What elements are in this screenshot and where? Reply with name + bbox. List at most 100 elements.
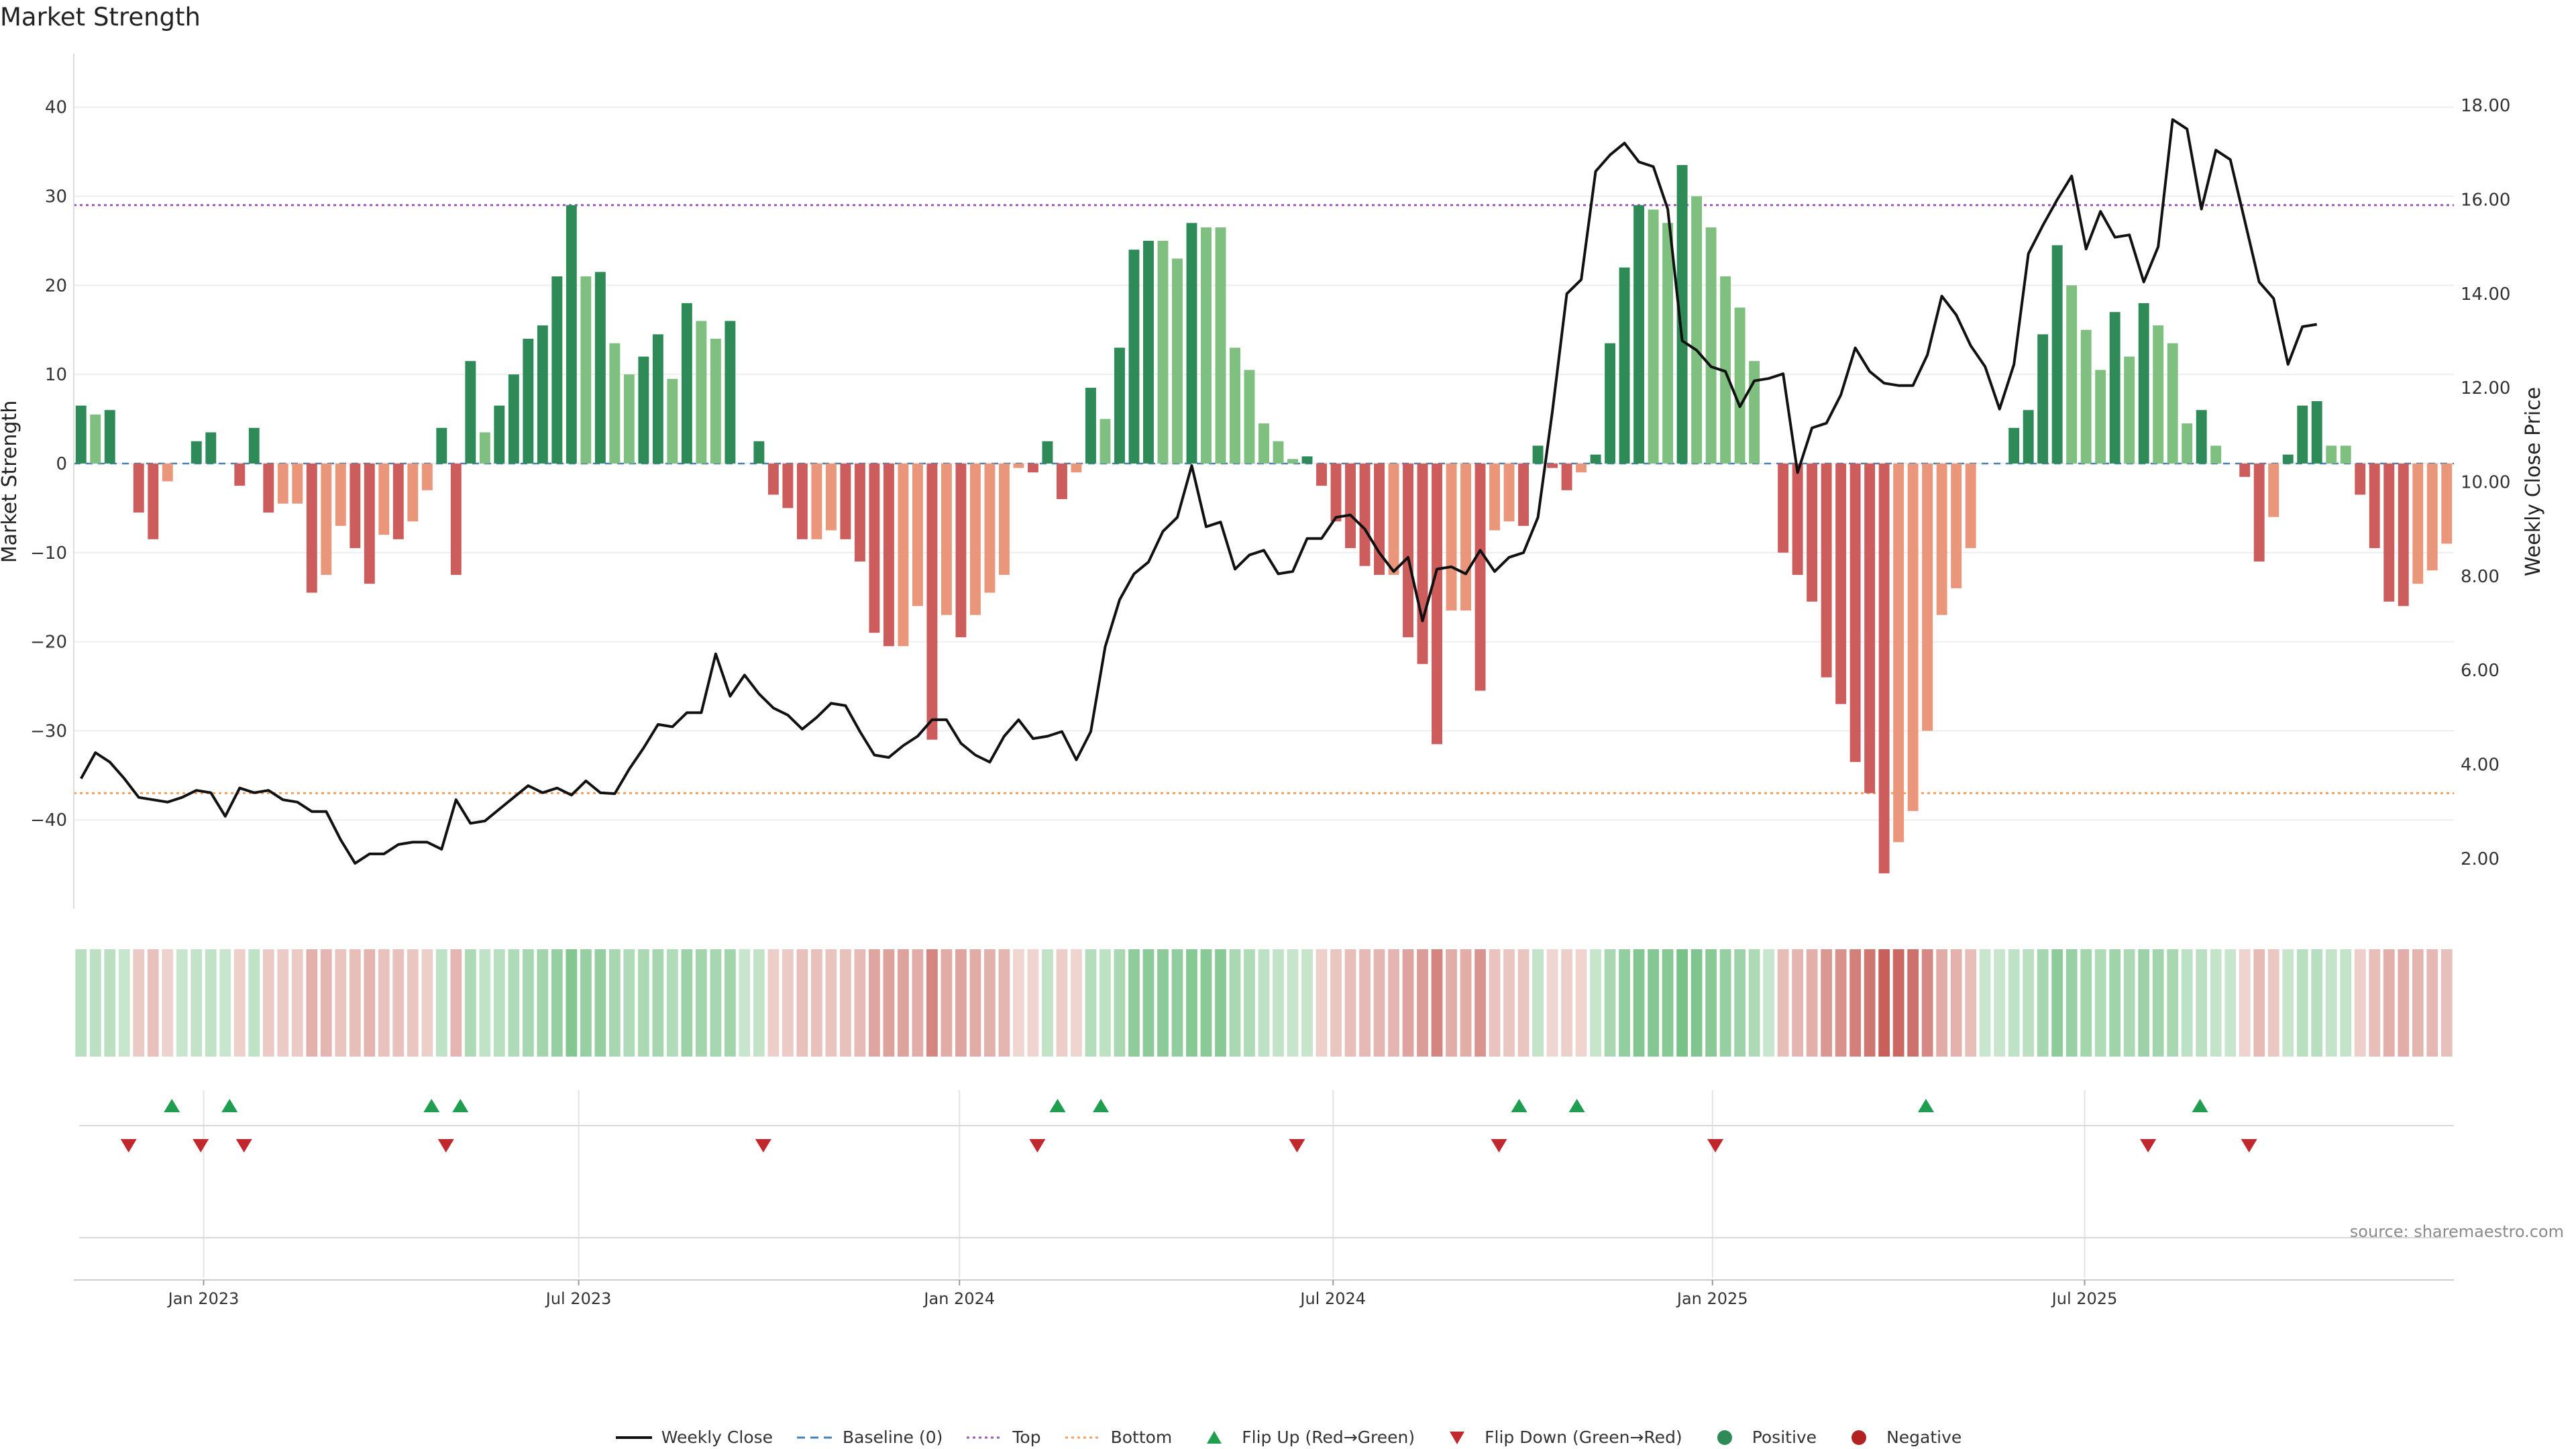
strength-bar	[1042, 441, 1053, 464]
legend-swatch	[967, 1436, 1004, 1438]
heat-cell	[623, 949, 635, 1057]
strength-bar	[75, 405, 87, 464]
heat-cell	[2253, 949, 2265, 1057]
strength-bar	[825, 463, 837, 531]
heat-cell	[1229, 949, 1241, 1057]
y-tick-label: −10	[30, 543, 67, 564]
strength-bar	[350, 463, 361, 549]
heat-cell	[998, 949, 1010, 1057]
strength-bar	[1749, 361, 1760, 464]
strength-bar	[2383, 463, 2395, 602]
strength-bar	[753, 441, 765, 464]
strength-bar	[1605, 343, 1616, 464]
strength-bar	[2239, 463, 2251, 477]
flip-up-marker	[452, 1099, 469, 1112]
legend-label: Negative	[1886, 1428, 1962, 1447]
heat-cell	[1373, 949, 1385, 1057]
heat-cell	[551, 949, 563, 1057]
heat-cell	[1792, 949, 1803, 1057]
strength-bar	[1330, 463, 1342, 522]
heat-cell	[277, 949, 289, 1057]
heat-cell	[681, 949, 693, 1057]
strength-bar	[450, 463, 462, 575]
strength-bar	[1057, 463, 1067, 500]
strength-bar	[1013, 463, 1024, 468]
heat-cell	[2210, 949, 2222, 1057]
strength-bar	[1965, 463, 1976, 549]
y-tick-label: −20	[30, 633, 67, 653]
strength-bar	[1936, 463, 1947, 615]
strength-bars	[75, 165, 2453, 873]
heat-cell	[1431, 949, 1443, 1057]
heat-cell	[1474, 949, 1486, 1057]
heat-cell	[955, 949, 967, 1057]
strength-bar	[941, 463, 952, 615]
strength-bar	[2253, 463, 2265, 562]
flip-up-marker	[1093, 1099, 1110, 1112]
flip-up-marker	[1917, 1099, 1934, 1112]
strength-bar	[854, 463, 865, 562]
strength-bar	[1792, 463, 1803, 575]
flip-down-marker	[755, 1139, 771, 1152]
x-tick-label: Jan 2024	[922, 1289, 995, 1308]
heat-cell	[1806, 949, 1818, 1057]
y-tick-label: 40	[45, 98, 67, 118]
heat-cell	[1027, 949, 1039, 1057]
heat-cell	[753, 949, 765, 1057]
strength-bar	[667, 378, 678, 464]
strength-bar	[926, 463, 938, 740]
strength-bar	[594, 272, 606, 464]
strength-bar	[523, 339, 534, 464]
strength-bar	[162, 463, 173, 482]
y2-tick-label: 8.00	[2461, 567, 2500, 587]
heat-cell	[1344, 949, 1356, 1057]
heat-cell	[320, 949, 332, 1057]
strength-bar	[263, 463, 274, 513]
strength-bar	[436, 427, 447, 464]
legend-label: Flip Up (Red→Green)	[1242, 1428, 1415, 1447]
legend-label: Bottom	[1110, 1428, 1173, 1447]
strength-bar	[609, 343, 621, 464]
strength-bar	[912, 463, 923, 606]
strength-bar	[1316, 463, 1327, 486]
strength-bar	[869, 463, 880, 633]
flip-up-marker	[164, 1099, 180, 1112]
strength-bar	[1287, 459, 1298, 464]
strength-bar	[2282, 454, 2294, 464]
heat-cell	[782, 949, 794, 1057]
strength-bar	[1388, 463, 1399, 575]
legend-swatch	[1450, 1431, 1465, 1444]
strength-heatstrip	[75, 949, 2453, 1057]
strength-bar	[104, 410, 115, 464]
heat-cell	[75, 949, 87, 1057]
heat-cell	[1099, 949, 1111, 1057]
heat-cell	[1085, 949, 1097, 1057]
heat-cell	[1503, 949, 1515, 1057]
strength-bar	[335, 463, 346, 526]
legend-label: Flip Down (Green→Red)	[1485, 1428, 1682, 1447]
strength-bar	[392, 463, 404, 539]
flip-down-marker	[120, 1139, 137, 1152]
heat-cell	[479, 949, 491, 1057]
y-axis-label: Market Strength	[0, 400, 21, 563]
heat-cell	[2340, 949, 2352, 1057]
y-tick-label: 30	[45, 187, 67, 207]
heat-cell	[1417, 949, 1428, 1057]
heat-cell	[2152, 949, 2164, 1057]
legend-item: Positive	[1705, 1428, 1817, 1447]
heat-cell	[2282, 949, 2294, 1057]
heat-cell	[191, 949, 203, 1057]
legend-item: Bottom	[1064, 1428, 1173, 1447]
heat-cell	[364, 949, 376, 1057]
heat-cell	[1200, 949, 1212, 1057]
heat-cell	[1114, 949, 1126, 1057]
flip-up-marker	[423, 1099, 440, 1112]
heat-cell	[1748, 949, 1760, 1057]
strength-bar	[1807, 463, 1818, 602]
strength-bar	[2196, 410, 2207, 464]
heat-cell	[2008, 949, 2020, 1057]
heat-cell	[1690, 949, 1703, 1057]
legend-swatch	[1207, 1430, 1222, 1444]
strength-bar	[378, 463, 390, 535]
strength-bar	[1143, 240, 1154, 464]
